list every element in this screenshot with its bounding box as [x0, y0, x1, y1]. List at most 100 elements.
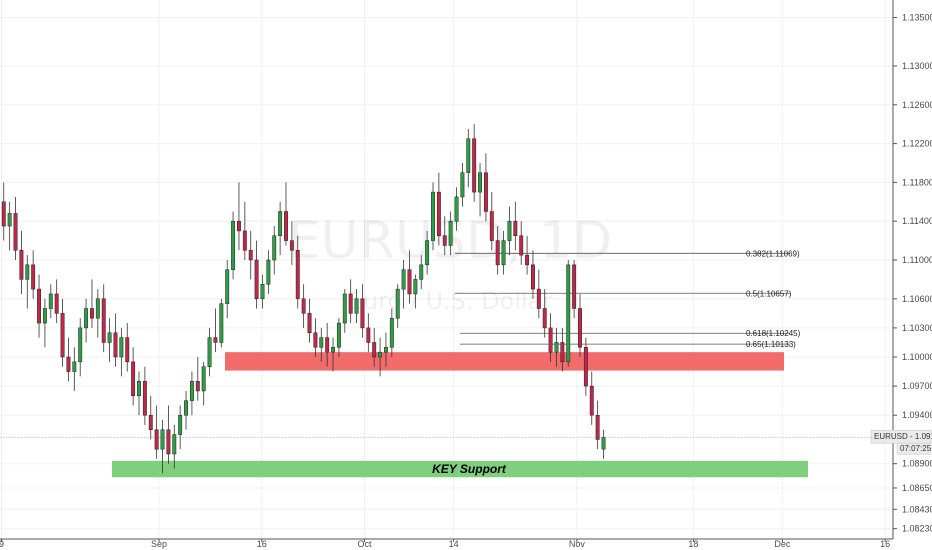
candle-bullish	[201, 366, 206, 392]
candle-bearish	[289, 240, 294, 251]
price-tick-label: 1.12600	[902, 100, 932, 110]
candle-bearish	[313, 332, 318, 348]
price-tick-label: 1.08650	[902, 483, 932, 493]
candle-bullish	[278, 211, 283, 236]
candle-bearish	[195, 381, 200, 392]
candle-bullish	[225, 269, 230, 304]
candle-bullish	[389, 317, 394, 348]
candle-bearish	[483, 172, 488, 212]
candle-bearish	[360, 298, 365, 329]
price-tick-label: 1.10300	[902, 323, 932, 333]
candle-bullish	[84, 308, 89, 329]
candle-bearish	[19, 250, 24, 280]
candle-bullish	[460, 172, 465, 198]
candle-bearish	[13, 213, 18, 251]
candle-bullish	[260, 284, 265, 300]
candle-bearish	[148, 414, 153, 431]
candle-bullish	[601, 437, 606, 450]
candle-bearish	[366, 327, 371, 343]
time-tick-label: 14	[449, 539, 459, 549]
time-tick-label: Oct	[358, 539, 373, 549]
time-tick-label: Sep	[151, 539, 167, 549]
candle-bearish	[513, 220, 518, 236]
candle-bearish	[101, 298, 106, 343]
candle-bullish	[319, 337, 324, 348]
candle-bullish	[7, 213, 12, 227]
price-tick-label: 1.12200	[902, 139, 932, 149]
candle-bearish	[295, 250, 300, 300]
candle-bearish	[578, 308, 582, 348]
watermark-description: Euro / U.S. Dollar	[348, 287, 553, 315]
candle-bullish	[419, 264, 424, 280]
price-tick-label: 1.08900	[902, 459, 932, 469]
price-tick-label: 1.10600	[902, 294, 932, 304]
support-zone	[112, 460, 808, 478]
candle-bearish	[407, 269, 412, 295]
fib-level-label: 0.382(1.11069)	[746, 249, 800, 258]
time-tick-label: Nov	[569, 539, 586, 549]
candle-bearish	[348, 293, 353, 314]
candle-bullish	[454, 196, 459, 222]
time-tick-label: 9	[0, 539, 4, 549]
candle-bullish	[336, 322, 341, 348]
candle-bullish	[384, 347, 388, 353]
candle-bearish	[66, 356, 71, 372]
candle-bullish	[172, 434, 177, 455]
candle-bearish	[536, 288, 541, 309]
time-tick-label: 16	[257, 539, 267, 549]
price-tick-label: 1.08430	[902, 504, 932, 514]
candle-bullish	[78, 327, 83, 363]
candle-bearish	[595, 414, 600, 440]
candle-bullish	[478, 172, 482, 193]
candle-bearish	[372, 342, 377, 358]
candle-bearish	[572, 264, 577, 309]
candle-bullish	[266, 259, 271, 285]
countdown-tag	[896, 442, 932, 455]
candle-bullish	[219, 303, 224, 343]
candle-bearish	[1, 201, 6, 227]
candle-layer	[1, 124, 606, 474]
price-tick-label: 1.13000	[902, 61, 932, 71]
candle-bullish	[184, 400, 188, 416]
candle-bullish	[331, 347, 335, 353]
candle-bearish	[131, 361, 136, 397]
candle-bearish	[284, 211, 288, 241]
countdown-label: 07:07:25	[900, 444, 932, 453]
candle-bullish	[448, 220, 453, 246]
candle-bearish	[254, 259, 259, 300]
candle-bearish	[54, 293, 59, 314]
candle-bullish	[507, 220, 512, 241]
fib-level-label: 0.5(1.10657)	[746, 289, 792, 298]
candle-bullish	[566, 264, 571, 363]
fib-level-label: 0.65(1.10133)	[746, 340, 796, 349]
candle-bearish	[166, 429, 171, 455]
candle-bullish	[431, 191, 435, 241]
fib-level-label: 0.618(1.10245)	[746, 329, 801, 338]
candle-bullish	[501, 240, 506, 266]
support-zone-label: KEY Support	[432, 462, 507, 476]
candle-bullish	[342, 293, 347, 324]
candle-bearish	[495, 240, 500, 266]
candle-bullish	[42, 308, 47, 324]
price-tick-label: 1.09400	[902, 410, 932, 420]
price-tick-label: 1.09700	[902, 381, 932, 391]
candle-bearish	[125, 337, 130, 363]
candle-bearish	[472, 138, 477, 193]
price-tick-label: 1.11800	[902, 177, 932, 187]
candle-bearish	[548, 327, 553, 353]
candle-bearish	[519, 235, 524, 256]
resistance-zone	[225, 352, 784, 371]
candle-bullish	[401, 269, 406, 290]
candle-bearish	[489, 211, 494, 241]
candle-bullish	[425, 240, 430, 266]
candle-bullish	[272, 235, 277, 261]
candle-bullish	[231, 220, 236, 270]
candle-bullish	[395, 288, 400, 319]
candle-bullish	[25, 264, 30, 280]
candle-bearish	[436, 191, 441, 237]
candle-bullish	[354, 298, 359, 314]
candle-bearish	[31, 264, 36, 290]
candle-bearish	[248, 250, 253, 261]
